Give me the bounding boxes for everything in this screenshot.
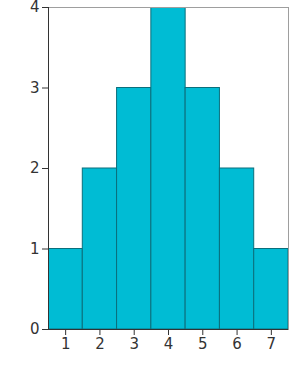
- svg-text:2: 2: [30, 159, 40, 177]
- svg-text:3: 3: [129, 335, 139, 353]
- svg-text:4: 4: [30, 0, 40, 16]
- svg-text:1: 1: [61, 335, 71, 353]
- svg-text:1: 1: [30, 240, 40, 258]
- svg-text:3: 3: [30, 79, 40, 97]
- svg-text:2: 2: [95, 335, 105, 353]
- svg-text:0: 0: [30, 320, 40, 338]
- svg-text:7: 7: [267, 335, 277, 353]
- svg-text:6: 6: [232, 335, 242, 353]
- svg-text:5: 5: [198, 335, 208, 353]
- svg-text:4: 4: [164, 335, 174, 353]
